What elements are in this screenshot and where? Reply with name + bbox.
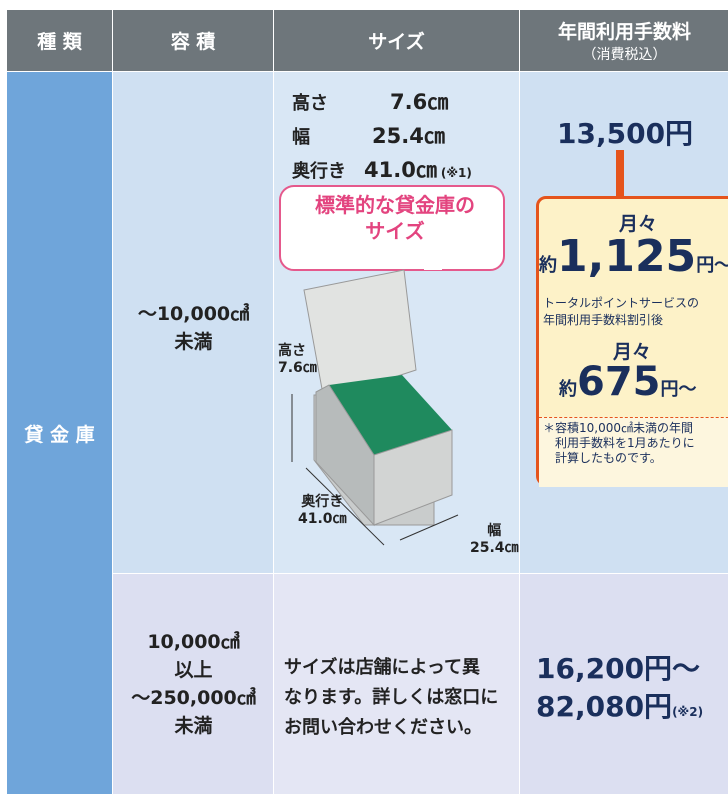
capacity-text: 以上 bbox=[174, 659, 213, 681]
header-cell: 種 類 bbox=[7, 10, 113, 72]
header-text: 年間利用手数料 bbox=[557, 21, 691, 43]
unit: 円～ bbox=[696, 255, 728, 276]
figure-text: 25.4㎝ bbox=[470, 540, 519, 556]
header-cell: サイズ bbox=[274, 10, 520, 72]
figure-text: 高さ bbox=[278, 343, 306, 359]
fee-text: 82,080円 bbox=[536, 690, 673, 723]
size-line: なります。詳しくは窓口に bbox=[284, 687, 499, 708]
fee: 13,500円 bbox=[557, 117, 694, 150]
approx: 約 bbox=[539, 255, 557, 276]
illustration bbox=[279, 185, 505, 546]
note-text: 計算したものです。 bbox=[555, 451, 662, 465]
spec-value: 41.0㎝ bbox=[364, 158, 437, 182]
cell bbox=[520, 574, 728, 795]
figure-text: 幅 bbox=[487, 523, 502, 539]
discount-text: トータルポイントサービスの bbox=[543, 296, 700, 310]
fee-text: 16,200円～ bbox=[536, 652, 701, 685]
callout-text: 標準的な貸金庫の bbox=[315, 193, 475, 217]
fee-note: (※2) bbox=[672, 705, 704, 719]
spec-label: 幅 bbox=[292, 127, 310, 148]
figure-text: 41.0㎝ bbox=[298, 511, 347, 527]
spec-value: 7.6㎝ bbox=[390, 90, 449, 114]
fee: 16,200円～ 82,080円(※2) bbox=[536, 650, 703, 731]
note-text: ＊容積10,000㎠未満の年間 bbox=[543, 421, 693, 435]
discount: トータルポイントサービスの 年間利用手数料割引後 bbox=[543, 295, 699, 329]
monthly-box: 月々 約1,125円～ トータルポイントサービスの 年間利用手数料割引後 月々 約… bbox=[536, 196, 728, 487]
amount: 1,125 bbox=[557, 231, 697, 282]
header-note: （消費税込） bbox=[582, 47, 667, 63]
size-line: サイズは店舗によって異 bbox=[284, 657, 481, 678]
category-cell: 貸 金 庫 bbox=[7, 72, 113, 795]
unit: 円～ bbox=[660, 379, 697, 400]
capacity-text: 未満 bbox=[174, 331, 213, 353]
discount-text: 年間利用手数料割引後 bbox=[543, 313, 664, 327]
cell bbox=[113, 72, 274, 574]
cell bbox=[274, 574, 520, 795]
header-text: サイズ bbox=[368, 31, 425, 53]
capacity-text: 未満 bbox=[174, 715, 213, 737]
header-text: 容 積 bbox=[170, 31, 216, 53]
size-text: サイズは店舗によって異 なります。詳しくは窓口に お問い合わせください。 bbox=[284, 653, 498, 743]
figure-label: 高さ 7.6㎝ bbox=[278, 343, 317, 377]
spec-label: 奥行き bbox=[292, 161, 346, 182]
capacity: 10,000㎤ 以上 ～250,000㎤ 未満 bbox=[113, 628, 274, 740]
callout-text: サイズ bbox=[365, 219, 425, 243]
note-text: 利用手数料を1月あたりに bbox=[555, 436, 695, 450]
header-cell: 年間利用手数料 （消費税込） bbox=[520, 10, 728, 72]
figure-label: 幅 25.4㎝ bbox=[470, 523, 519, 557]
size-line: お問い合わせください。 bbox=[284, 717, 482, 738]
monthly-label: 月々 bbox=[619, 213, 658, 235]
amount: 675 bbox=[577, 359, 661, 405]
spec-label: 高さ bbox=[292, 93, 328, 114]
figure-text: 奥行き bbox=[301, 494, 344, 510]
spec-note: (※1) bbox=[440, 166, 472, 180]
capacity-text: ～250,000㎤ bbox=[131, 687, 256, 709]
capacity-text: ～10,000㎤ bbox=[137, 303, 250, 325]
spec-value: 25.4㎝ bbox=[372, 124, 445, 148]
capacity-text: 10,000㎤ bbox=[147, 631, 240, 653]
monthly-label: 月々 bbox=[613, 341, 652, 363]
specs: 高さ 7.6㎝ 幅 25.4㎝ 奥行き 41.0㎝ (※1) bbox=[292, 86, 472, 189]
figure-label: 奥行き 41.0㎝ bbox=[298, 494, 347, 528]
figure-text: 7.6㎝ bbox=[278, 360, 317, 376]
category-text: 貸 金 庫 bbox=[24, 423, 95, 446]
callout: 標準的な貸金庫の サイズ bbox=[282, 192, 508, 244]
note: ＊容積10,000㎠未満の年間 利用手数料を1月あたりに 計算したものです。 bbox=[543, 421, 695, 466]
approx: 約 bbox=[559, 379, 577, 400]
header-text: 種 類 bbox=[37, 31, 82, 53]
capacity: ～10,000㎤ 未満 bbox=[113, 300, 274, 356]
cell bbox=[113, 574, 274, 795]
header-cell: 容 積 bbox=[113, 10, 274, 72]
